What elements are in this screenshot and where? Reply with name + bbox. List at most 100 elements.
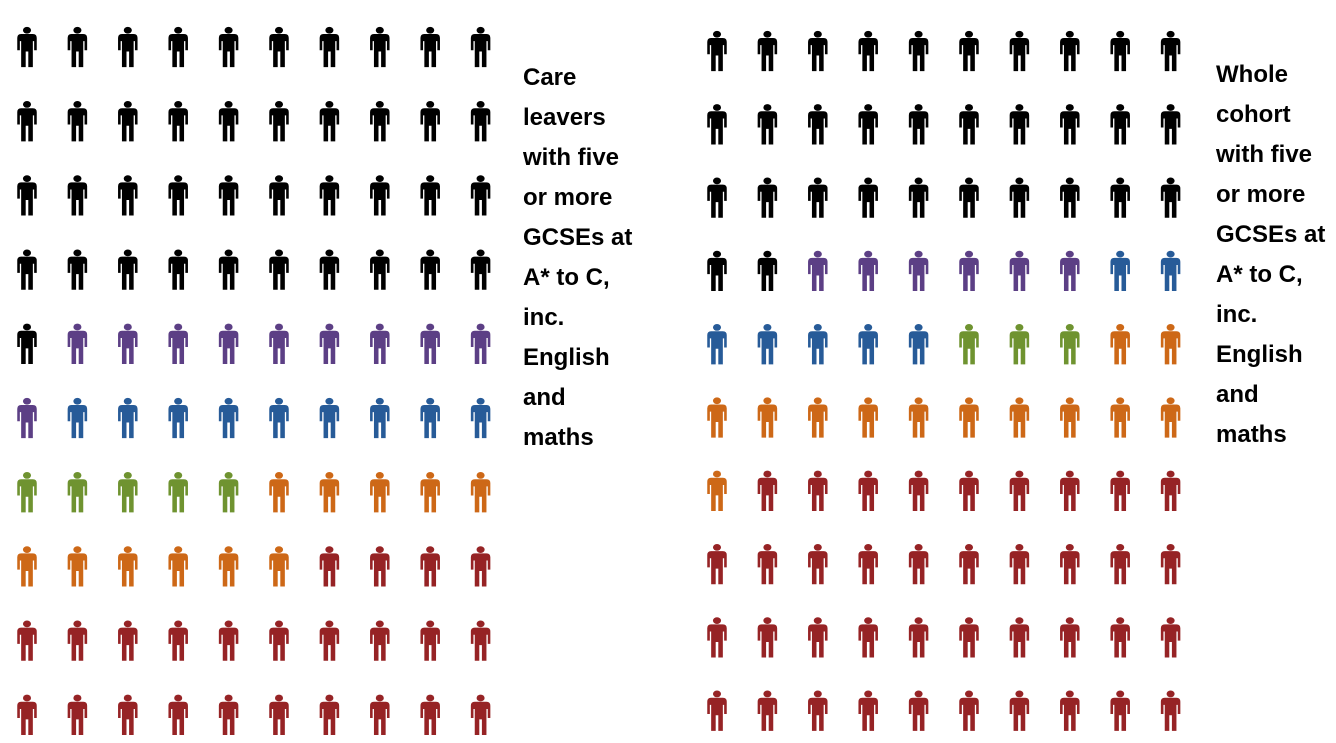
person-icon-group-0	[370, 26, 390, 68]
person-icon-group-0	[168, 101, 188, 142]
person-icon-group-5	[808, 690, 828, 731]
person-icon-group-1	[1060, 250, 1080, 292]
person-icon-group-3	[959, 324, 979, 365]
person-icon-group-5	[908, 543, 929, 585]
person-icon-group-0	[67, 175, 88, 216]
person-icon-group-0	[1160, 104, 1181, 145]
person-icon-group-5	[908, 690, 929, 731]
person-icon-group-3	[168, 472, 188, 513]
person-icon-group-5	[908, 470, 929, 511]
person-icon-group-0	[168, 249, 188, 290]
person-icon-group-3	[218, 472, 239, 513]
person-icon-group-0	[908, 104, 929, 145]
person-icon-group-0	[118, 101, 138, 142]
person-icon-group-4	[1110, 324, 1130, 365]
whole-cohort-label: Whole cohort with five or more GCSEs at …	[1216, 61, 1326, 448]
person-icon-group-5	[757, 470, 778, 511]
person-icon-group-1	[808, 250, 828, 292]
person-icon-group-5	[370, 546, 390, 587]
person-icon-group-5	[17, 694, 37, 735]
person-icon-group-5	[1009, 690, 1030, 731]
person-icon-group-0	[808, 177, 828, 218]
person-icon-group-5	[858, 470, 878, 511]
person-icon-group-0	[707, 104, 727, 145]
person-icon-group-5	[959, 543, 979, 585]
person-icon-group-1	[959, 250, 979, 292]
person-icon-group-5	[269, 694, 289, 735]
person-icon-group-0	[319, 175, 340, 216]
person-icon-group-0	[17, 323, 37, 364]
person-icon-group-5	[1160, 543, 1181, 585]
person-icon-group-0	[959, 104, 979, 145]
person-icon-group-4	[269, 546, 289, 587]
person-icon-group-0	[420, 249, 440, 290]
person-icon-group-5	[1009, 617, 1030, 658]
person-icon-group-5	[319, 546, 340, 587]
person-icon-group-2	[707, 324, 727, 365]
person-icon-group-0	[1060, 104, 1080, 145]
person-icon-group-0	[118, 26, 138, 68]
person-icon-group-2	[908, 324, 929, 365]
person-icon-group-5	[118, 620, 138, 661]
person-icon-group-4	[959, 397, 979, 438]
person-icon-group-0	[269, 26, 289, 68]
person-icon-group-2	[168, 397, 188, 439]
person-icon-group-4	[118, 546, 138, 587]
person-icon-group-5	[470, 620, 491, 661]
person-icon-group-0	[808, 104, 828, 145]
person-icon-group-1	[858, 250, 878, 292]
person-icon-group-5	[707, 543, 727, 585]
person-icon-group-4	[17, 546, 37, 587]
person-icon-group-5	[168, 620, 188, 661]
person-icon-group-0	[370, 249, 390, 290]
person-icon-group-1	[168, 323, 188, 364]
person-icon-group-4	[218, 546, 239, 587]
person-icon-group-0	[420, 101, 440, 142]
person-icon-group-5	[808, 543, 828, 585]
person-icon-group-5	[757, 617, 778, 658]
person-icon-group-1	[420, 323, 440, 364]
person-icon-group-4	[808, 397, 828, 438]
person-icon-group-1	[370, 323, 390, 364]
person-icon-group-0	[707, 250, 727, 292]
person-icon-group-5	[319, 620, 340, 661]
person-icon-group-0	[1110, 30, 1130, 72]
person-icon-group-1	[1009, 250, 1030, 292]
person-icon-group-2	[858, 324, 878, 365]
person-icon-group-5	[17, 620, 37, 661]
person-icon-group-5	[420, 546, 440, 587]
person-icon-group-4	[1160, 397, 1181, 438]
person-icon-group-4	[1110, 397, 1130, 438]
person-icon-group-5	[218, 620, 239, 661]
person-icon-group-2	[118, 397, 138, 439]
person-icon-group-5	[168, 694, 188, 735]
person-icon-group-2	[269, 397, 289, 439]
person-icon-group-0	[808, 30, 828, 72]
person-icon-group-0	[370, 175, 390, 216]
person-icon-group-5	[959, 470, 979, 511]
person-icon-group-0	[1060, 177, 1080, 218]
person-icon-group-2	[808, 324, 828, 365]
person-icon-group-0	[959, 177, 979, 218]
person-icon-group-0	[908, 177, 929, 218]
person-icon-group-5	[1110, 617, 1130, 658]
person-icon-group-4	[168, 546, 188, 587]
person-icon-group-2	[757, 324, 778, 365]
person-icon-group-4	[67, 546, 88, 587]
person-icon-group-4	[269, 472, 289, 513]
person-icon-group-0	[269, 249, 289, 290]
person-icon-group-5	[118, 694, 138, 735]
person-icon-group-0	[168, 26, 188, 68]
person-icon-group-5	[1009, 470, 1030, 511]
person-icon-group-0	[319, 26, 340, 68]
person-icon-group-5	[1110, 543, 1130, 585]
person-icon-group-5	[808, 617, 828, 658]
person-icon-group-5	[470, 546, 491, 587]
person-icon-group-4	[757, 397, 778, 438]
person-icon-group-5	[319, 694, 340, 735]
person-icon-group-0	[1160, 30, 1181, 72]
person-icon-group-0	[218, 249, 239, 290]
person-icon-group-5	[218, 694, 239, 735]
person-icon-group-5	[858, 617, 878, 658]
person-icon-group-5	[1110, 470, 1130, 511]
